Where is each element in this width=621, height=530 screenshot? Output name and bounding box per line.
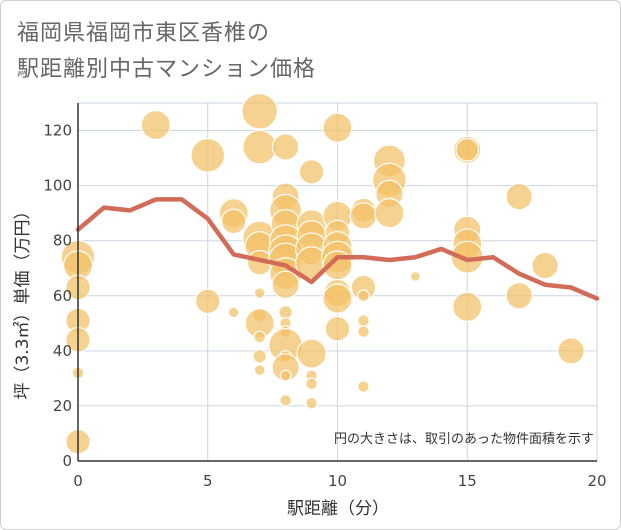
y-tick-label: 0 xyxy=(62,452,72,470)
bubble-point xyxy=(241,92,278,130)
chart-title-line-1: 福岡県福岡市東区香椎の xyxy=(17,21,271,46)
bubble-point xyxy=(194,288,221,315)
bubble-point xyxy=(298,159,325,185)
size-legend-note: 円の大きさは、取引のあった物件面積を示す xyxy=(334,432,594,447)
x-tick-label: 5 xyxy=(203,472,213,490)
tick-labels: 0 5 10 15 20 0 20 40 60 80 100 120 xyxy=(43,122,606,490)
bubble-point xyxy=(505,282,533,310)
bubble-point xyxy=(305,377,318,391)
bubble-point xyxy=(357,380,370,394)
bubble-point xyxy=(531,251,559,280)
y-tick-label: 100 xyxy=(43,177,72,195)
bubble-point xyxy=(357,325,370,338)
x-axis-label: 駅距離（分） xyxy=(287,499,389,519)
bubble-point xyxy=(271,133,300,161)
trend-line-series xyxy=(75,197,600,301)
bubble-point xyxy=(271,270,300,299)
y-tick-label: 80 xyxy=(53,232,72,250)
bubble-series xyxy=(60,92,585,455)
x-tick-label: 0 xyxy=(73,472,83,490)
x-tick-label: 10 xyxy=(328,472,347,490)
bubble-point xyxy=(322,283,353,314)
bubble-point xyxy=(305,396,318,410)
bubble-point xyxy=(505,182,533,211)
bubble-point xyxy=(190,137,226,173)
bubble-point xyxy=(279,369,292,382)
bubble-point xyxy=(279,394,292,407)
bubble-point xyxy=(227,306,240,319)
bubble-point xyxy=(253,287,266,299)
x-tick-label: 15 xyxy=(458,472,477,490)
bubble-point xyxy=(253,364,266,377)
trend-line xyxy=(75,197,600,301)
y-tick-label: 20 xyxy=(53,397,72,415)
bubble-point xyxy=(409,271,421,282)
bubble-point xyxy=(253,330,267,344)
y-tick-label: 120 xyxy=(43,122,72,140)
bubble-point xyxy=(455,137,480,162)
axes xyxy=(77,103,597,462)
bubble-point xyxy=(242,129,278,165)
y-axis-label: 坪（3.3㎡）単価（万円） xyxy=(13,202,33,399)
bubble-point xyxy=(357,289,370,303)
bubble-point xyxy=(357,314,370,327)
bubble-point xyxy=(452,291,483,322)
bubble-point xyxy=(557,337,585,365)
bubble-point xyxy=(374,198,405,229)
bubble-point xyxy=(349,202,378,230)
y-tick-label: 60 xyxy=(53,287,72,305)
bubble-point xyxy=(322,112,353,143)
bubble-point xyxy=(252,349,267,364)
bubble-point xyxy=(296,338,327,369)
y-tick-label: 40 xyxy=(53,342,72,360)
bubble-point xyxy=(140,109,171,141)
bubble-point xyxy=(324,316,351,342)
chart-title-line-2: 駅距離別中古マンション価格 xyxy=(17,57,317,82)
x-tick-label: 20 xyxy=(587,472,606,490)
bubble-point xyxy=(220,208,247,235)
